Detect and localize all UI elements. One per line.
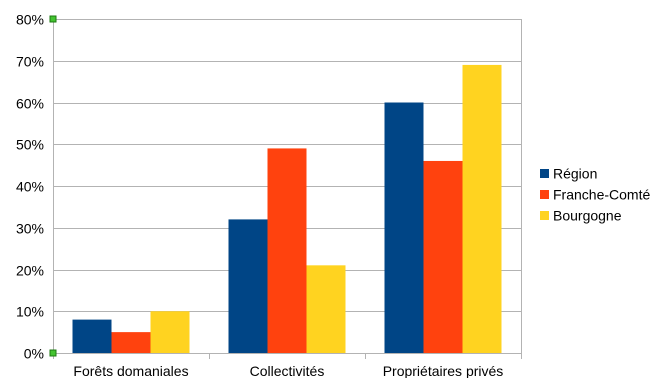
legend-swatch xyxy=(540,211,549,220)
bar xyxy=(267,148,307,353)
bar xyxy=(111,332,151,353)
legend-label: Franche-Comté xyxy=(553,187,650,203)
bar xyxy=(423,160,463,353)
y-tick-label: 50% xyxy=(16,137,44,153)
axis-selection-handle[interactable] xyxy=(49,15,57,23)
bars xyxy=(72,64,502,354)
x-tick-label: Collectivités xyxy=(250,363,325,378)
bar xyxy=(462,64,502,354)
y-tick-label: 40% xyxy=(16,179,44,195)
x-tick-labels: Forêts domaniales Collectivités Propriétai… xyxy=(73,363,504,379)
legend-swatch xyxy=(540,190,549,199)
y-tick-label: 60% xyxy=(16,96,44,112)
y-tick-label: 70% xyxy=(16,54,44,70)
bar xyxy=(150,311,190,353)
bar xyxy=(306,265,346,353)
axis-selection-handle[interactable] xyxy=(49,349,57,357)
y-tick-label: 80% xyxy=(16,12,44,28)
x-tick-label: Forêts domaniales xyxy=(73,363,188,378)
y-tick-label: 10% xyxy=(16,304,44,320)
selection-handles[interactable] xyxy=(49,15,57,357)
bar xyxy=(384,102,424,353)
y-tick-labels: 0% 10% 20% 30% 40% 50% 60% 70% 80% xyxy=(16,12,44,362)
y-tick-label: 20% xyxy=(16,263,44,279)
legend-label: Bourgogne xyxy=(553,208,622,224)
legend-swatch xyxy=(540,169,549,178)
bar xyxy=(228,219,268,353)
y-tick-label: 0% xyxy=(24,346,44,362)
legend-label: Région xyxy=(553,166,597,182)
legend: Région Franche-Comté Bourgogne xyxy=(540,166,650,224)
y-tick-label: 30% xyxy=(16,221,44,237)
x-tick-label: Propriétaires privés xyxy=(383,363,504,378)
bar xyxy=(72,319,112,353)
